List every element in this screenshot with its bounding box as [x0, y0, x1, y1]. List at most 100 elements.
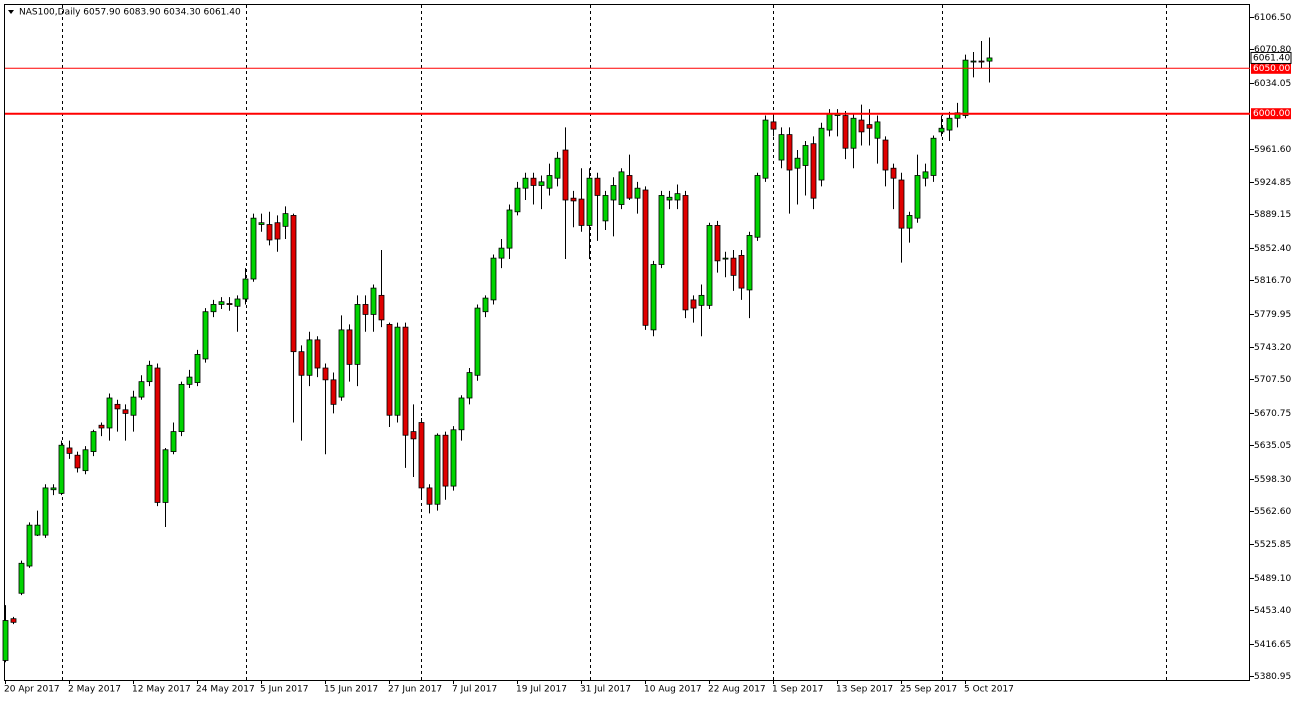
- candle-body: [906, 215, 913, 229]
- candle-body: [626, 175, 633, 199]
- candle-body: [890, 167, 897, 179]
- candle-body: [226, 303, 233, 305]
- x-tick-label: 19 Jul 2017: [516, 685, 567, 695]
- candle-body: [802, 145, 809, 166]
- candle-body: [138, 381, 145, 398]
- y-tick-label: 5416.65: [1254, 640, 1291, 650]
- y-tick-label: 5743.20: [1254, 343, 1291, 353]
- candle-body: [194, 353, 201, 383]
- candle-body: [610, 185, 617, 201]
- price-label: 6050.00: [1253, 64, 1290, 74]
- candle-body: [26, 524, 33, 567]
- candle-body: [354, 304, 361, 365]
- candle-body: [530, 177, 537, 186]
- y-tick-label: 5598.30: [1254, 475, 1291, 485]
- candle-body: [258, 222, 265, 225]
- candle-body: [786, 134, 793, 171]
- candle-body: [762, 119, 769, 179]
- y-tick-label: 5562.60: [1254, 507, 1291, 517]
- y-tick-label: 5525.85: [1254, 540, 1291, 550]
- candle-body: [754, 175, 761, 238]
- y-tick-label: 5489.10: [1254, 574, 1291, 584]
- candle-body: [298, 351, 305, 376]
- candle-body: [274, 222, 281, 240]
- x-tick-label: 24 May 2017: [196, 685, 255, 695]
- y-tick-label: 5453.40: [1254, 606, 1291, 616]
- y-tick-label: 5816.70: [1254, 276, 1291, 286]
- candle-body: [978, 60, 985, 63]
- last-price-box: [1250, 51, 1292, 64]
- candle-body: [602, 195, 609, 222]
- candle-body: [282, 213, 289, 227]
- menu-arrow[interactable]: [8, 10, 14, 14]
- candle-body: [874, 121, 881, 139]
- candle-body: [186, 376, 193, 385]
- candle-body: [634, 187, 641, 199]
- x-tick-label: 27 Jun 2017: [388, 685, 442, 695]
- candle-body: [202, 311, 209, 360]
- x-tick-label: 13 Sep 2017: [836, 685, 893, 695]
- candle-body: [794, 157, 801, 169]
- candle-body: [962, 59, 969, 116]
- candle-body: [170, 431, 177, 452]
- candle-body: [250, 217, 257, 280]
- candle-body: [546, 175, 553, 189]
- candle-body: [562, 149, 569, 201]
- candle-body: [362, 304, 369, 315]
- candle-body: [818, 127, 825, 181]
- candle-body: [346, 329, 353, 365]
- candle-body: [330, 379, 337, 405]
- candle-body: [394, 326, 401, 416]
- candle-body: [474, 307, 481, 376]
- candle-body: [698, 294, 705, 306]
- y-tick-label: 6070.80: [1254, 45, 1291, 55]
- candle-body: [618, 171, 625, 205]
- candle-body: [690, 299, 697, 309]
- x-tick-label: 31 Jul 2017: [580, 685, 631, 695]
- candle-body: [594, 177, 601, 196]
- candle-body: [946, 117, 953, 131]
- candle-body: [986, 57, 993, 62]
- candle-body: [66, 447, 73, 454]
- candle-body: [162, 449, 169, 503]
- candle-body: [778, 134, 785, 161]
- candle-body: [314, 339, 321, 369]
- y-tick-label: 6034.05: [1254, 79, 1291, 89]
- candle-body: [450, 429, 457, 487]
- candle-body: [490, 257, 497, 301]
- candle-body: [746, 235, 753, 291]
- x-tick-label: 22 Aug 2017: [708, 685, 766, 695]
- candle-body: [466, 372, 473, 399]
- x-tick-label: 5 Jun 2017: [260, 685, 308, 695]
- candle-body: [42, 487, 49, 536]
- candle-body: [586, 177, 593, 226]
- candle-body: [730, 257, 737, 276]
- x-tick-label: 12 May 2017: [132, 685, 191, 695]
- y-tick-label: 5779.95: [1254, 310, 1291, 320]
- candle-body: [642, 189, 649, 326]
- x-tick-label: 7 Jul 2017: [452, 685, 497, 695]
- candle-body: [90, 431, 97, 452]
- candle-body: [442, 434, 449, 487]
- candle-body: [426, 487, 433, 505]
- candle-body: [322, 367, 329, 381]
- separators: [62, 5, 1167, 680]
- candle-body: [306, 339, 313, 376]
- candle-body: [578, 198, 585, 226]
- candle-body: [146, 364, 153, 383]
- y-tick-label: 6106.50: [1254, 13, 1291, 23]
- y-tick-label: 5961.60: [1254, 145, 1291, 155]
- candle-body: [18, 562, 25, 594]
- candle-body: [570, 197, 577, 202]
- candle-body: [554, 157, 561, 179]
- candle-body: [386, 324, 393, 416]
- y-tick-label: 5852.40: [1254, 244, 1291, 254]
- candle-body: [522, 177, 529, 189]
- candle-body: [130, 396, 137, 416]
- candle-body: [538, 181, 545, 186]
- candle-body: [858, 119, 865, 133]
- candle-body: [922, 171, 929, 179]
- candle-body: [402, 326, 409, 436]
